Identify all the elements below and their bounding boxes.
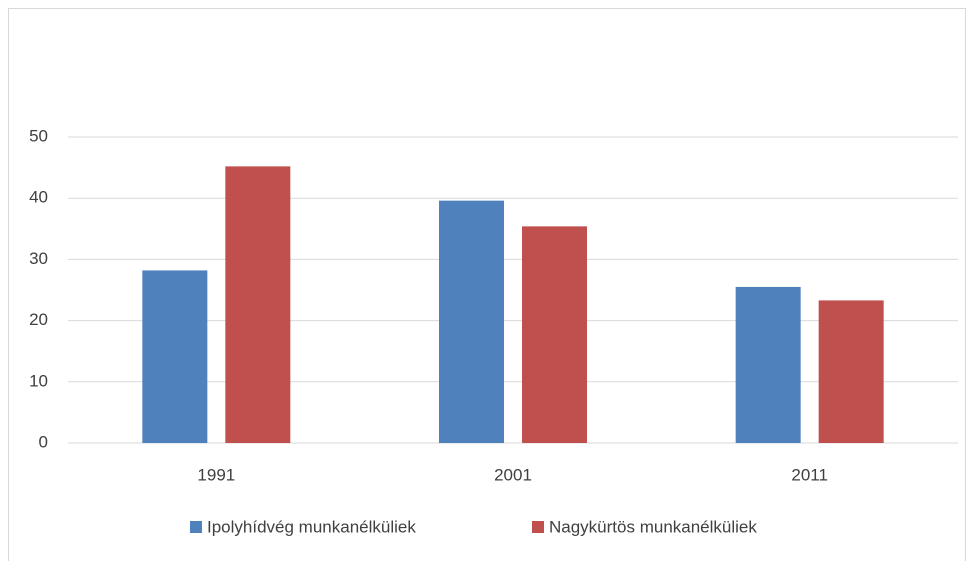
bar	[818, 300, 884, 443]
bar	[225, 166, 291, 443]
x-tick-label: 2001	[494, 465, 532, 484]
bar	[735, 286, 801, 443]
bar	[439, 200, 504, 443]
y-tick-label: 40	[29, 188, 48, 207]
bar	[522, 226, 587, 443]
legend-label: Nagykürtös munkanélküliek	[549, 517, 757, 536]
y-tick-label: 30	[29, 249, 48, 268]
y-tick-label: 50	[29, 126, 48, 145]
y-tick-label: 10	[29, 371, 48, 390]
legend-swatch	[532, 521, 544, 533]
legend-label: Ipolyhídvég munkanélküliek	[207, 517, 416, 536]
x-tick-label: 1991	[197, 465, 235, 484]
legend-swatch	[190, 521, 202, 533]
bar	[142, 270, 208, 443]
x-tick-label: 2011	[791, 465, 828, 484]
y-tick-label: 0	[39, 432, 48, 451]
y-tick-label: 20	[29, 310, 48, 329]
